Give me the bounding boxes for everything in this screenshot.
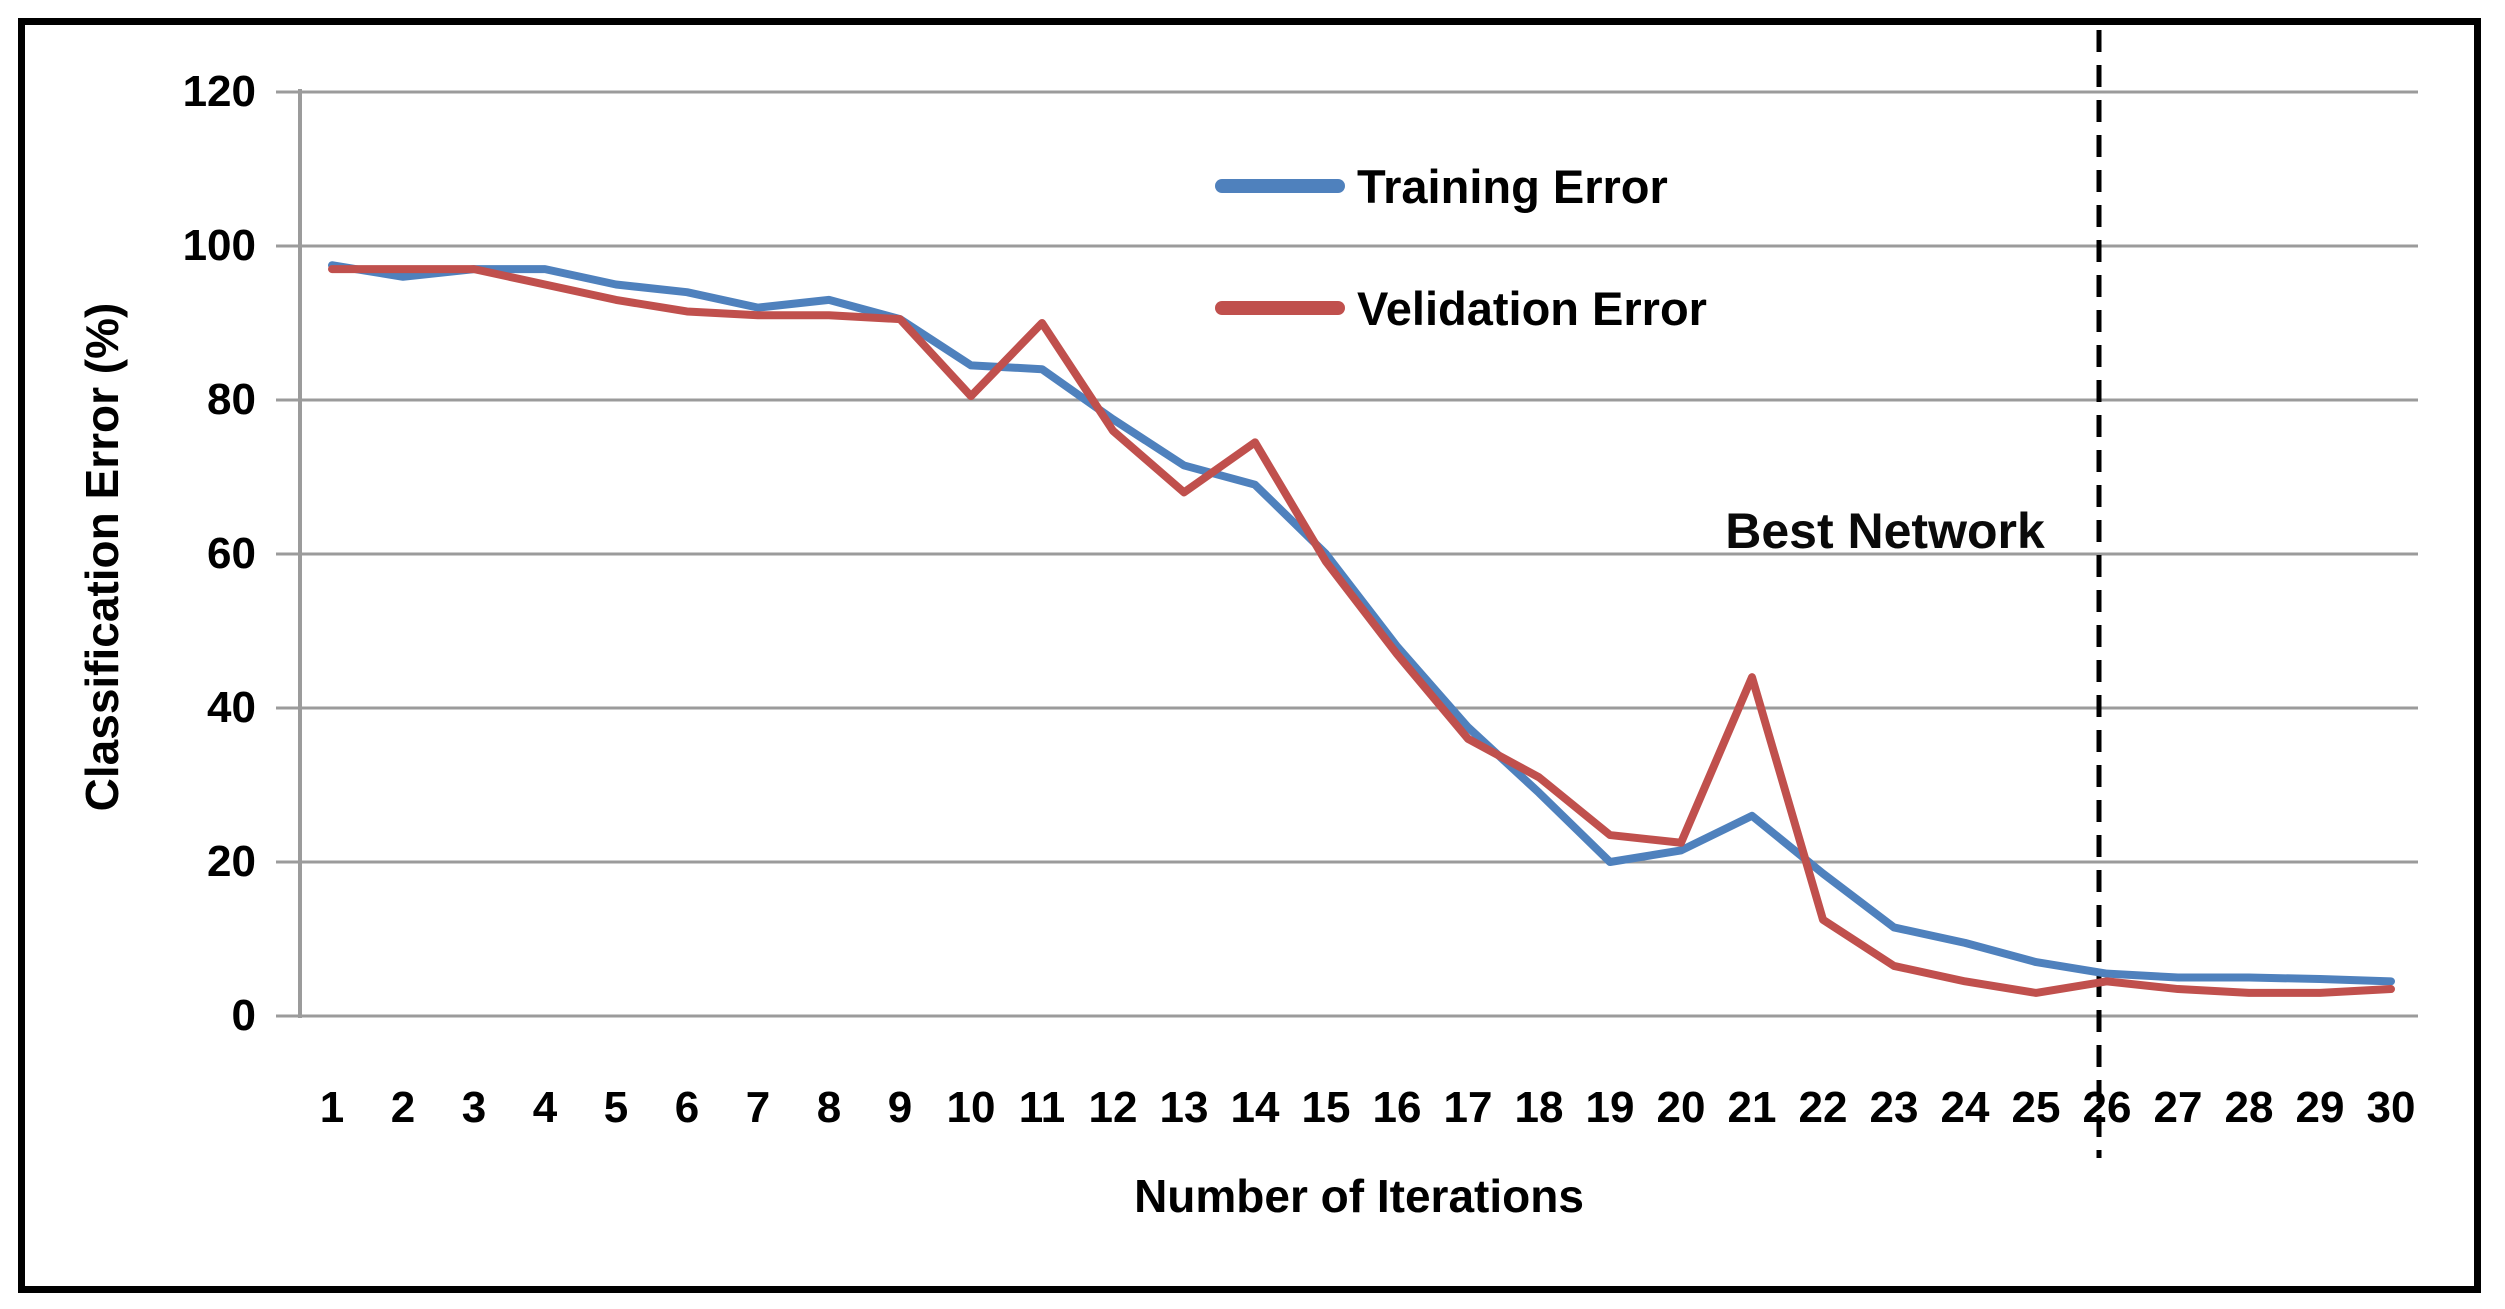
x-tick-label: 8: [816, 1083, 842, 1132]
x-tick-label: 11: [1018, 1083, 1066, 1132]
legend-item-training: Training Error: [1215, 151, 1668, 221]
x-axis-title: Number of Iterations: [1134, 1170, 1584, 1222]
y-tick-label: 0: [231, 991, 256, 1040]
x-tick-label: 14: [1230, 1083, 1280, 1132]
x-tick-label: 18: [1514, 1083, 1564, 1132]
y-tick-label: 80: [207, 375, 256, 424]
validation-error-line-sample: [1215, 301, 1345, 315]
x-tick-label: 2: [390, 1083, 416, 1132]
x-tick-label: 16: [1372, 1083, 1422, 1132]
x-tick-label: 17: [1443, 1083, 1493, 1132]
legend-item-validation: Velidation Error: [1215, 273, 1707, 343]
x-tick-label: 22: [1798, 1083, 1848, 1132]
x-tick-label: 1: [319, 1083, 345, 1132]
y-tick-label: 100: [182, 221, 256, 270]
x-tick-label: 29: [2295, 1083, 2345, 1132]
y-tick-label: 40: [207, 683, 256, 732]
x-tick-label: 7: [745, 1083, 771, 1132]
series-line-validation: [328, 265, 2395, 997]
x-tick-label: 3: [461, 1083, 487, 1132]
y-tick-label: 20: [207, 837, 256, 886]
legend-label-training: Training Error: [1357, 159, 1668, 213]
x-tick-label: 10: [946, 1083, 996, 1132]
x-tick-label: 13: [1159, 1083, 1209, 1132]
series-line-training: [328, 261, 2395, 986]
best-network-label: Best Network: [1725, 503, 2045, 559]
y-tick-label: 120: [182, 67, 256, 116]
x-tick-label: 9: [887, 1083, 913, 1132]
x-tick-label: 15: [1301, 1083, 1351, 1132]
x-tick-label: 21: [1727, 1083, 1777, 1132]
chart-border: [18, 18, 2481, 1293]
y-tick-label: 60: [207, 529, 256, 578]
x-tick-label: 27: [2153, 1083, 2203, 1132]
x-tick-label: 4: [532, 1083, 558, 1132]
x-tick-label: 26: [2082, 1083, 2132, 1132]
x-tick-label: 24: [1940, 1083, 1990, 1132]
x-tick-label: 12: [1088, 1083, 1138, 1132]
x-tick-label: 19: [1585, 1083, 1635, 1132]
x-tick-label: 6: [674, 1083, 700, 1132]
legend-label-validation: Velidation Error: [1357, 281, 1707, 335]
x-tick-label: 5: [603, 1083, 629, 1132]
x-tick-label: 30: [2366, 1083, 2416, 1132]
x-tick-label: 20: [1656, 1083, 1706, 1132]
x-tick-label: 28: [2224, 1083, 2274, 1132]
training-error-line-sample: [1215, 179, 1345, 193]
x-tick-label: 23: [1869, 1083, 1919, 1132]
x-tick-label: 25: [2011, 1083, 2061, 1132]
